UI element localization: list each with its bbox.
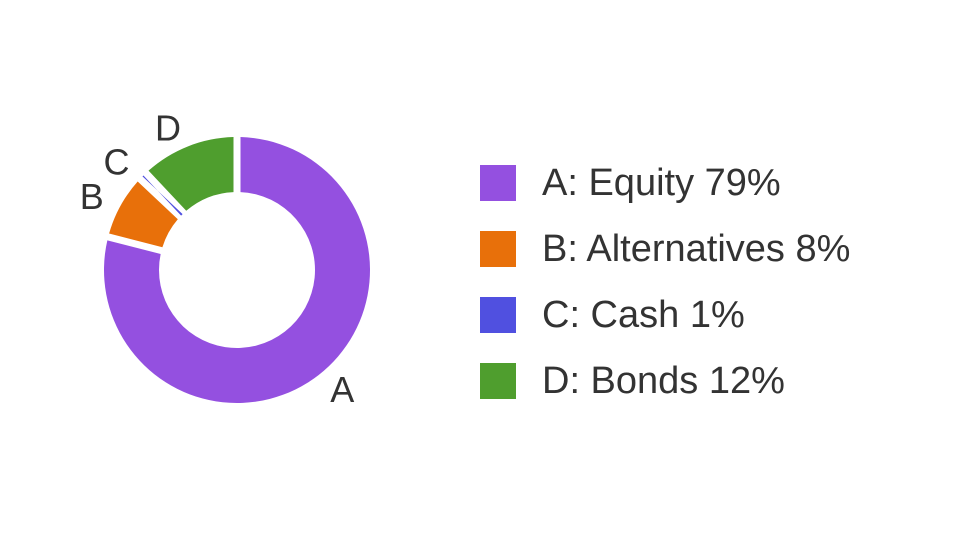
chart-legend: A: Equity 79% B: Alternatives 8% C: Cash…	[480, 150, 940, 414]
legend-label-d: D: Bonds 12%	[542, 360, 785, 402]
donut-slices	[104, 137, 370, 403]
legend-label-b: B: Alternatives 8%	[542, 228, 851, 270]
legend-item-c: C: Cash 1%	[480, 282, 940, 348]
legend-swatch-b	[480, 231, 516, 267]
slice-label-b: B	[80, 176, 104, 217]
legend-item-b: B: Alternatives 8%	[480, 216, 940, 282]
legend-item-a: A: Equity 79%	[480, 150, 940, 216]
slice-label-d: D	[155, 108, 181, 149]
donut-slice-b	[109, 181, 178, 248]
donut-slice-d	[148, 137, 234, 211]
legend-label-c: C: Cash 1%	[542, 294, 745, 336]
slice-label-c: C	[104, 142, 130, 183]
legend-label-a: A: Equity 79%	[542, 162, 781, 204]
legend-item-d: D: Bonds 12%	[480, 348, 940, 414]
legend-swatch-d	[480, 363, 516, 399]
legend-swatch-a	[480, 165, 516, 201]
legend-swatch-c	[480, 297, 516, 333]
donut-slice-a	[104, 137, 370, 403]
slice-label-a: A	[330, 369, 354, 410]
donut-slice-c	[142, 175, 183, 216]
donut-slice-labels: A BCD	[80, 108, 354, 410]
